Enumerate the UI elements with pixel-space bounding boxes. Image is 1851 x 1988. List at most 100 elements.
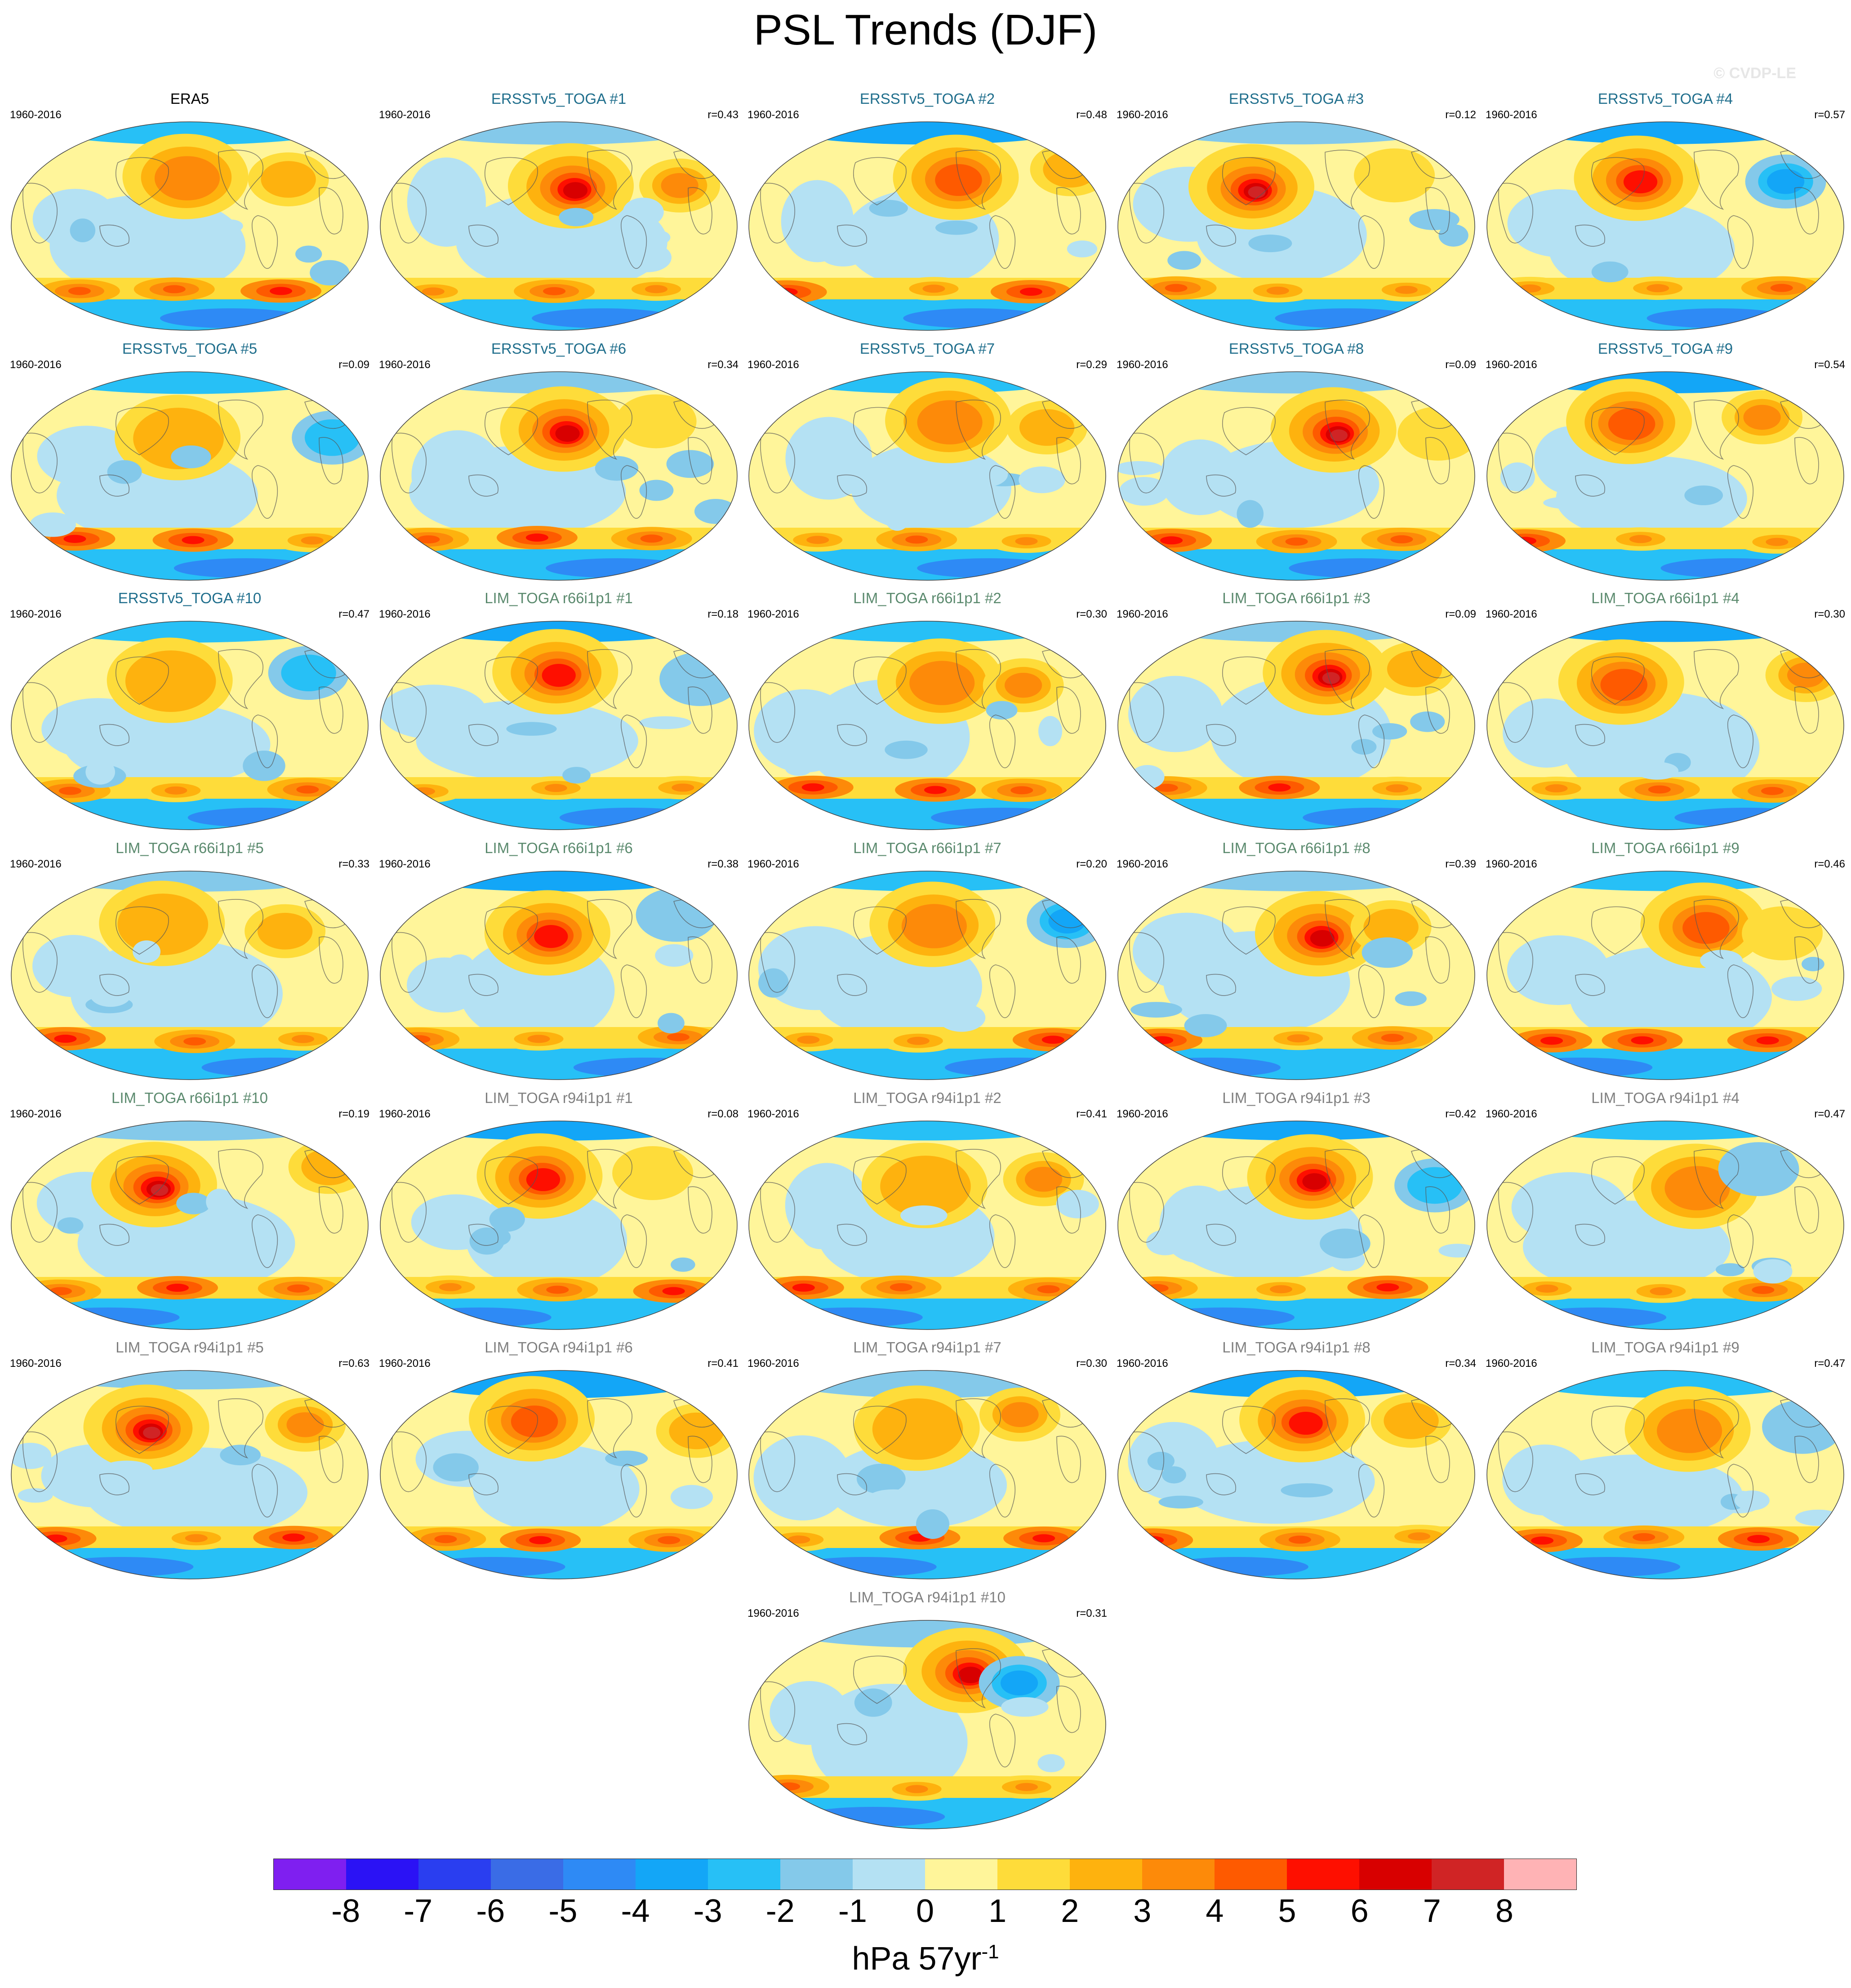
units-main: hPa 57yr [852, 1941, 982, 1977]
panel-period: 1960-2016 [1486, 858, 1537, 870]
map-panel: LIM_TOGA r66i1p1 #8 1960-2016 r=0.39 [1117, 839, 1476, 1082]
panel-period: 1960-2016 [1117, 858, 1168, 870]
map-panel: ERSSTv5_TOGA #2 1960-2016 r=0.48 [748, 90, 1107, 333]
map-panel: LIM_TOGA r66i1p1 #10 1960-2016 r=0.19 [10, 1089, 369, 1332]
colorbar-swatch [1215, 1859, 1287, 1890]
panel-correlation: r=0.20 [1076, 858, 1107, 870]
panel-title: ERSSTv5_TOGA #9 [1597, 340, 1733, 357]
panel-period: 1960-2016 [379, 1108, 431, 1120]
panel-correlation: r=0.41 [1076, 1108, 1107, 1120]
panel-period: 1960-2016 [1117, 359, 1168, 371]
figure-title: PSL Trends (DJF) [753, 6, 1098, 54]
panel-correlation: r=0.34 [707, 359, 739, 371]
panel-title: ERSSTv5_TOGA #4 [1597, 90, 1733, 107]
panel-period: 1960-2016 [748, 109, 799, 121]
panel-correlation: r=0.30 [1076, 1357, 1107, 1370]
trend-map [748, 1620, 1106, 1829]
panel-correlation: r=0.39 [1445, 858, 1476, 870]
trend-map [748, 1370, 1106, 1579]
panel-correlation: r=0.08 [707, 1108, 739, 1120]
colorbar-tick-label: -6 [476, 1893, 505, 1929]
colorbar-tick-label: 0 [916, 1893, 934, 1929]
panel-title: LIM_TOGA r66i1p1 #10 [111, 1090, 268, 1106]
panel-correlation: r=0.19 [338, 1108, 369, 1120]
panel-title: ERSSTv5_TOGA #2 [859, 90, 995, 107]
panel-title: ERA5 [170, 90, 209, 107]
panel-correlation: r=0.47 [338, 608, 369, 620]
trend-map [1117, 1370, 1475, 1579]
panel-title: LIM_TOGA r94i1p1 #1 [485, 1090, 633, 1106]
panel-period: 1960-2016 [1486, 109, 1537, 121]
colorbar-swatch [853, 1859, 925, 1890]
panel-correlation: r=0.18 [707, 608, 739, 620]
colorbar-tick-label: -5 [548, 1893, 578, 1929]
trend-map [1486, 1370, 1844, 1579]
panel-period: 1960-2016 [1486, 359, 1537, 371]
colorbar-tick-label: 8 [1495, 1893, 1513, 1929]
trend-map [380, 1121, 738, 1330]
colorbar-tick-label: 5 [1278, 1893, 1296, 1929]
panel-title: LIM_TOGA r66i1p1 #9 [1591, 840, 1740, 856]
trend-map [380, 1370, 738, 1579]
colorbar-tick-label: 1 [988, 1893, 1007, 1929]
trend-map [748, 1121, 1106, 1330]
panel-title: ERSSTv5_TOGA #3 [1228, 90, 1364, 107]
panel-period: 1960-2016 [379, 359, 431, 371]
colorbar-swatch [1504, 1859, 1576, 1890]
colorbar-tick-label: 2 [1061, 1893, 1079, 1929]
map-panel: LIM_TOGA r94i1p1 #5 1960-2016 r=0.63 [10, 1339, 369, 1581]
panel-correlation: r=0.09 [1445, 359, 1476, 371]
colorbar-swatch [346, 1859, 418, 1890]
panel-title: LIM_TOGA r94i1p1 #9 [1591, 1339, 1740, 1356]
colorbar-swatch [780, 1859, 853, 1890]
panel-title: LIM_TOGA r94i1p1 #3 [1222, 1090, 1370, 1106]
panel-title: LIM_TOGA r66i1p1 #4 [1591, 590, 1740, 606]
trend-map [11, 371, 369, 581]
panel-period: 1960-2016 [379, 608, 431, 620]
panel-correlation: r=0.46 [1814, 858, 1845, 870]
panel-period: 1960-2016 [379, 858, 431, 870]
map-panel: LIM_TOGA r94i1p1 #9 1960-2016 r=0.47 [1486, 1339, 1845, 1581]
panel-period: 1960-2016 [10, 608, 62, 620]
colorbar-swatch [491, 1859, 563, 1890]
colorbar-tick-label: 4 [1206, 1893, 1224, 1929]
panel-correlation: r=0.43 [707, 109, 739, 121]
colorbar-tick-label: -2 [765, 1893, 795, 1929]
trend-map [748, 621, 1106, 830]
map-panel: LIM_TOGA r94i1p1 #6 1960-2016 r=0.41 [379, 1339, 739, 1581]
trend-map [1486, 121, 1844, 331]
panel-correlation: r=0.31 [1076, 1607, 1107, 1619]
map-panel: LIM_TOGA r94i1p1 #10 1960-2016 r=0.31 [748, 1588, 1107, 1831]
panel-correlation: r=0.54 [1814, 359, 1845, 371]
trend-map [1486, 371, 1844, 581]
panel-title: LIM_TOGA r94i1p1 #7 [853, 1339, 1001, 1356]
map-panel: ERSSTv5_TOGA #6 1960-2016 r=0.34 [379, 340, 739, 583]
colorbar [273, 1859, 1577, 1890]
map-panel: ERSSTv5_TOGA #1 1960-2016 r=0.43 [379, 90, 739, 333]
trend-map [11, 1370, 369, 1579]
panel-correlation: r=0.38 [707, 858, 739, 870]
trend-map [380, 871, 738, 1080]
trend-map [1486, 1121, 1844, 1330]
panel-correlation: r=0.29 [1076, 359, 1107, 371]
panel-period: 1960-2016 [10, 1357, 62, 1370]
trend-map [11, 121, 369, 331]
panel-period: 1960-2016 [748, 1607, 799, 1619]
colorbar-swatch [274, 1859, 346, 1890]
map-panel: ERSSTv5_TOGA #7 1960-2016 r=0.29 [748, 340, 1107, 583]
trend-map [1117, 871, 1475, 1080]
panel-period: 1960-2016 [379, 1357, 431, 1370]
map-panel: LIM_TOGA r94i1p1 #3 1960-2016 r=0.42 [1117, 1089, 1476, 1332]
map-panel: LIM_TOGA r66i1p1 #9 1960-2016 r=0.46 [1486, 839, 1845, 1082]
trend-map [380, 371, 738, 581]
panel-period: 1960-2016 [748, 359, 799, 371]
panel-correlation: r=0.63 [338, 1357, 369, 1370]
colorbar-swatch [1359, 1859, 1432, 1890]
panel-title: LIM_TOGA r66i1p1 #1 [485, 590, 633, 606]
map-panel: LIM_TOGA r94i1p1 #4 1960-2016 r=0.47 [1486, 1089, 1845, 1332]
map-panel: LIM_TOGA r66i1p1 #1 1960-2016 r=0.18 [379, 589, 739, 832]
colorbar-swatch [636, 1859, 708, 1890]
colorbar-swatch [1142, 1859, 1215, 1890]
map-panel: ERSSTv5_TOGA #9 1960-2016 r=0.54 [1486, 340, 1845, 583]
panel-period: 1960-2016 [1486, 1357, 1537, 1370]
